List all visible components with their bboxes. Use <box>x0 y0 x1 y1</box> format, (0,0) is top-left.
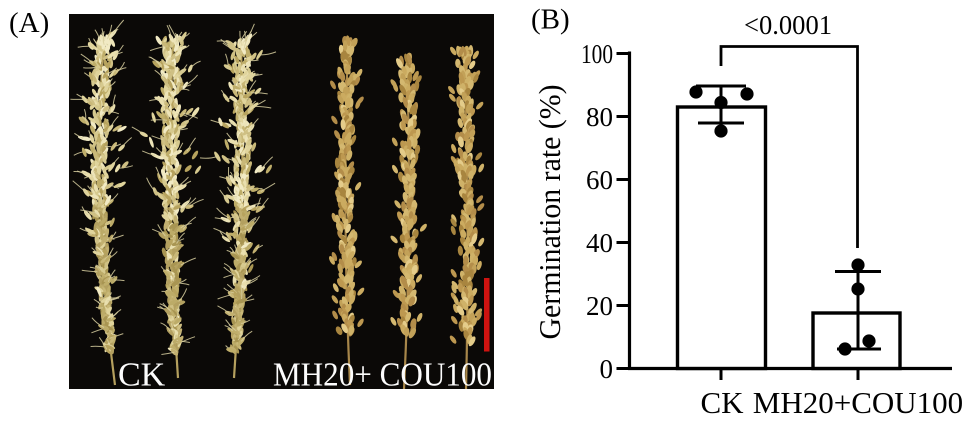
svg-text:20: 20 <box>586 291 613 321</box>
svg-text:<0.0001: <0.0001 <box>744 10 832 40</box>
svg-text:CK: CK <box>118 357 166 394</box>
svg-text:(A): (A) <box>9 7 49 39</box>
svg-text:MH20+ COU100: MH20+ COU100 <box>273 357 492 394</box>
svg-text:MH20+COU100: MH20+COU100 <box>753 385 963 420</box>
svg-text:80: 80 <box>586 102 613 132</box>
svg-text:0: 0 <box>600 354 614 384</box>
svg-text:CK: CK <box>700 385 744 420</box>
svg-text:100: 100 <box>581 39 613 69</box>
svg-text:40: 40 <box>586 228 613 258</box>
svg-text:60: 60 <box>586 165 613 195</box>
svg-text:(B): (B) <box>531 4 570 36</box>
svg-text:Germination rate (%): Germination rate (%) <box>532 85 567 340</box>
